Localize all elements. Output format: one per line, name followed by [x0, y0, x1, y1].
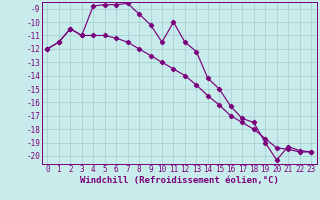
- X-axis label: Windchill (Refroidissement éolien,°C): Windchill (Refroidissement éolien,°C): [80, 176, 279, 185]
